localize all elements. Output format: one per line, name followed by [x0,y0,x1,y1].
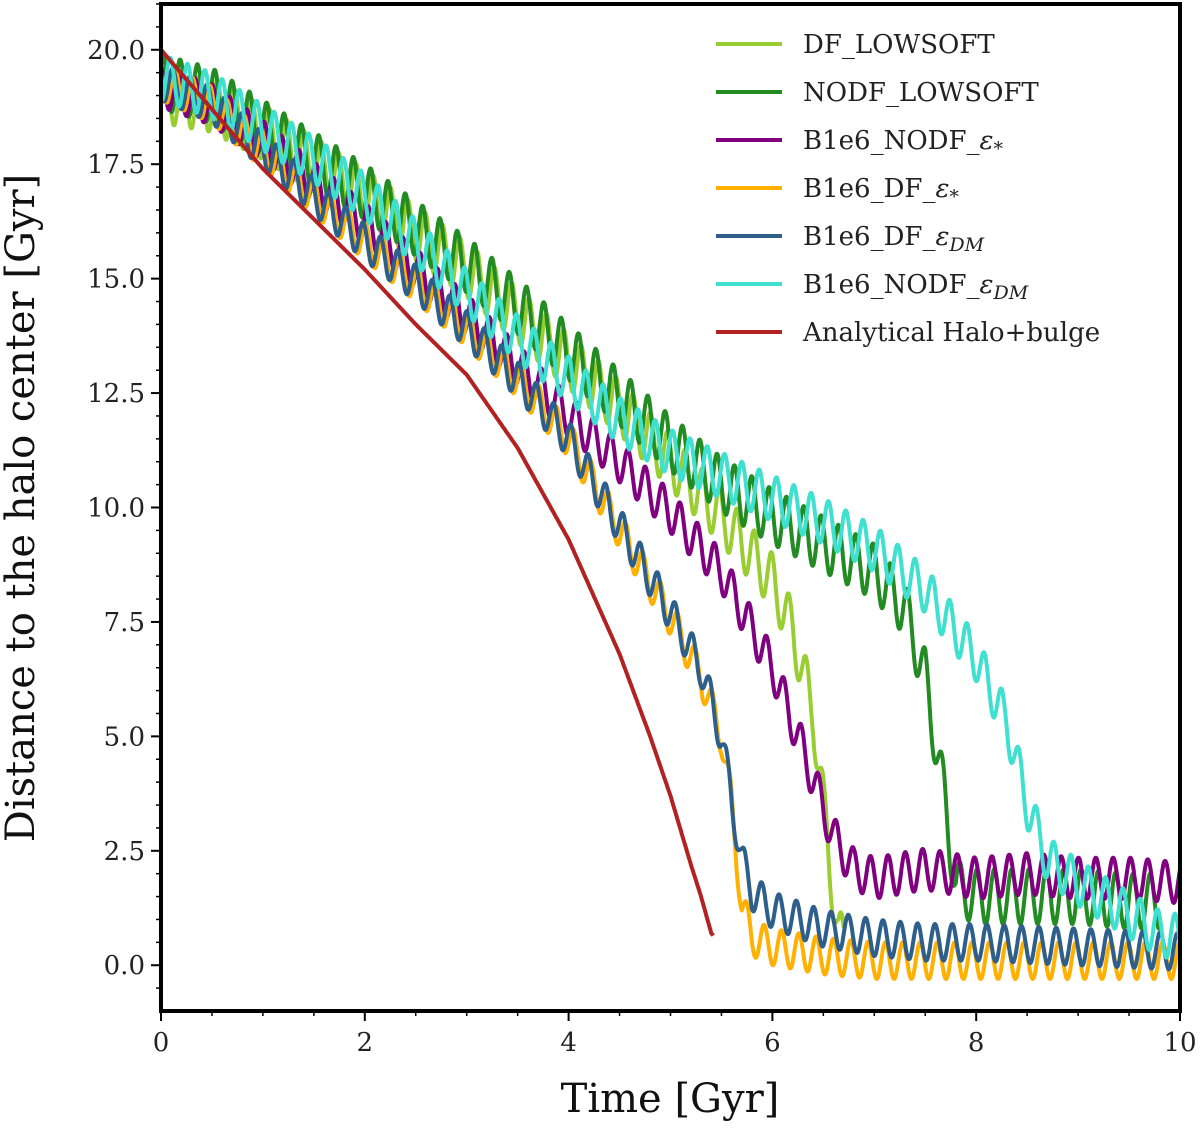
x-tick-label: 2 [357,1028,374,1058]
series-line [159,55,1182,960]
legend-label: B1e6_NODF_ε* [803,126,1003,160]
y-tick-label: 7.5 [104,608,145,638]
y-tick-label: 10.0 [87,494,145,524]
x-axis-label: Time [Gyr] [561,1076,780,1122]
series-line [159,66,846,929]
y-axis-label: Distance to the halo center [Gyr] [0,174,44,842]
x-tick-label: 6 [764,1028,781,1058]
legend-label: DF_LOWSOFT [803,30,995,60]
legend-label: Analytical Halo+bulge [802,318,1100,348]
plot-frame [159,2,1182,1013]
x-tick-label: 10 [1163,1028,1196,1058]
series-line [159,48,715,937]
y-tick-label: 17.5 [87,150,145,180]
x-tick-label: 8 [968,1028,985,1058]
series-line [159,66,1182,972]
legend-label: B1e6_DF_εDM [803,222,985,256]
y-tick-label: 5.0 [104,722,145,752]
series-layer [159,48,1182,981]
y-tick-label: 12.5 [87,379,145,409]
y-tick-label: 2.5 [104,837,145,867]
legend-label: B1e6_NODF_εDM [803,270,1029,304]
legend-label: B1e6_DF_ε* [803,174,959,208]
y-tick-label: 20.0 [87,36,145,66]
y-tick-label: 0.0 [104,951,145,981]
legend: DF_LOWSOFT NODF_LOWSOFT B1e6_NODF_ε* B1e6_D… [716,30,1100,348]
legend-label: NODF_LOWSOFT [803,78,1039,108]
y-tick-label: 15.0 [87,265,145,295]
x-tick-label: 0 [153,1028,170,1058]
x-tick-label: 4 [560,1028,577,1058]
ticks-layer: 0 2 4 6 8 10 0.0 2.5 5.0 7.5 10.0 12.5 15.0 17.5 20.0 [87,3,1197,1058]
